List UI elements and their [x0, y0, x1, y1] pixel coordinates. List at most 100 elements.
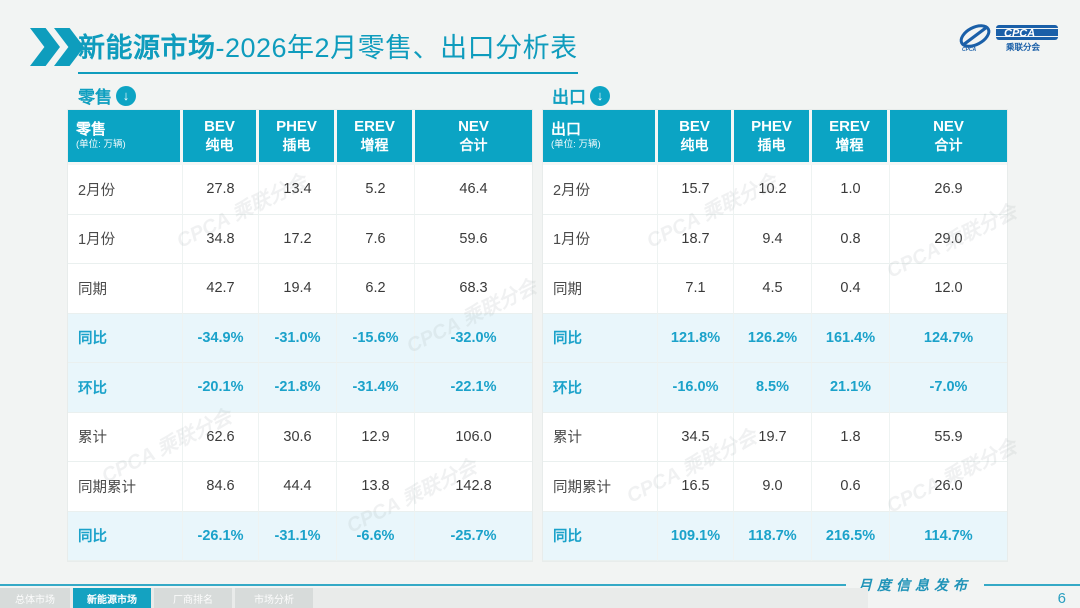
table-value: 1.0	[812, 165, 890, 215]
row-label: 同比	[543, 511, 658, 561]
table-value: -16.0%	[658, 363, 734, 413]
table-value: 114.7%	[890, 511, 1007, 561]
table-value: 34.5	[658, 412, 734, 462]
table-value: 19.4	[259, 264, 337, 314]
table-value: -15.6%	[337, 313, 415, 363]
table-value: 55.9	[890, 412, 1007, 462]
table-value: 59.6	[415, 214, 532, 264]
table-value: 10.2	[734, 165, 812, 215]
export-section-text: 出口	[552, 88, 586, 107]
table-value: 15.7	[658, 165, 734, 215]
table-value: 42.7	[183, 264, 259, 314]
publication-label: 月度信息发布	[846, 575, 984, 595]
table-value: 216.5%	[812, 511, 890, 561]
unit-label: (单位: 万辆)	[551, 139, 601, 151]
table-value: -31.1%	[259, 511, 337, 561]
table-value: 19.7	[734, 412, 812, 462]
table-value: -6.6%	[337, 511, 415, 561]
table-value: -22.1%	[415, 363, 532, 413]
column-header-phev: PHEV 插电	[259, 110, 337, 165]
row-label: 2月份	[68, 165, 183, 215]
table-value: 5.2	[337, 165, 415, 215]
table-corner-header: 零售 (单位: 万辆)	[68, 110, 183, 165]
table-value: -31.4%	[337, 363, 415, 413]
bottom-tab-2[interactable]: 新能源市场	[73, 588, 151, 608]
row-label: 累计	[68, 412, 183, 462]
row-label: 环比	[543, 363, 658, 413]
table-value: 21.1%	[812, 363, 890, 413]
bottom-tab-1[interactable]: 总体市场	[0, 588, 70, 608]
row-label: 同期	[68, 264, 183, 314]
table-value: 84.6	[183, 462, 259, 512]
table-value: 13.4	[259, 165, 337, 215]
table-value: 17.2	[259, 214, 337, 264]
table-value: 9.0	[734, 462, 812, 512]
corner-label: 零售	[76, 120, 107, 138]
unit-label: (单位: 万辆)	[76, 139, 126, 151]
column-header-bev: BEV 纯电	[183, 110, 259, 165]
table-corner-header: 出口 (单位: 万辆)	[543, 110, 658, 165]
row-label: 1月份	[543, 214, 658, 264]
down-arrow-icon: ↓	[590, 85, 610, 106]
svg-text:CPCA: CPCA	[1004, 28, 1035, 40]
row-label: 同比	[68, 313, 183, 363]
table-value: 161.4%	[812, 313, 890, 363]
table-value: -32.0%	[415, 313, 532, 363]
row-label: 1月份	[68, 214, 183, 264]
row-label: 同比	[543, 313, 658, 363]
table-value: 46.4	[415, 165, 532, 215]
table-value: 9.4	[734, 214, 812, 264]
table-value: 4.5	[734, 264, 812, 314]
row-label: 同比	[68, 511, 183, 561]
row-label: 同期	[543, 264, 658, 314]
table-value: 16.5	[658, 462, 734, 512]
column-header-nev: NEV 合计	[415, 110, 532, 165]
retail-table: 零售 (单位: 万辆) BEV 纯电 PHEV 插电 EREV 增程 NEV 合计 2月份 27.8 1…	[68, 110, 532, 561]
table-value: 142.8	[415, 462, 532, 512]
page-title-rest: -2026年2月零售、出口分析表	[215, 33, 578, 63]
table-value: 62.6	[183, 412, 259, 462]
table-value: -31.0%	[259, 313, 337, 363]
retail-section-label: 零售 ↓	[78, 83, 136, 108]
cpca-logo: CPCA CPCA 乘联分会	[954, 18, 1062, 62]
column-header-erev: EREV 增程	[812, 110, 890, 165]
table-value: 109.1%	[658, 511, 734, 561]
column-header-phev: PHEV 插电	[734, 110, 812, 165]
table-value: 13.8	[337, 462, 415, 512]
table-value: 27.8	[183, 165, 259, 215]
table-value: 0.8	[812, 214, 890, 264]
row-label: 2月份	[543, 165, 658, 215]
table-value: 12.0	[890, 264, 1007, 314]
cpca-logo-graphic: CPCA CPCA 乘联分会	[959, 24, 1058, 53]
row-label: 同期累计	[68, 462, 183, 512]
row-label: 累计	[543, 412, 658, 462]
table-value: 121.8%	[658, 313, 734, 363]
double-chevron-icon	[30, 28, 84, 66]
table-value: 68.3	[415, 264, 532, 314]
row-label: 环比	[68, 363, 183, 413]
export-section-label: 出口 ↓	[552, 83, 610, 108]
table-value: 30.6	[259, 412, 337, 462]
table-value: 6.2	[337, 264, 415, 314]
page-title-bold: 新能源市场	[78, 33, 216, 63]
retail-section-text: 零售	[78, 88, 112, 107]
table-value: -26.1%	[183, 511, 259, 561]
bottom-tab-strip: 总体市场 新能源市场 厂商排名 市场分析	[0, 588, 868, 608]
page-number: 6	[1057, 590, 1066, 607]
table-value: 118.7%	[734, 511, 812, 561]
table-value: 29.0	[890, 214, 1007, 264]
table-value: 34.8	[183, 214, 259, 264]
table-value: 1.8	[812, 412, 890, 462]
svg-text:乘联分会: 乘联分会	[1005, 42, 1041, 52]
table-value: 44.4	[259, 462, 337, 512]
column-header-nev: NEV 合计	[890, 110, 1007, 165]
bottom-tab-3[interactable]: 厂商排名	[154, 588, 232, 608]
export-table: 出口 (单位: 万辆) BEV 纯电 PHEV 插电 EREV 增程 NEV 合计 2月份 15.7 1…	[543, 110, 1007, 561]
table-value: 12.9	[337, 412, 415, 462]
column-header-bev: BEV 纯电	[658, 110, 734, 165]
table-value: 7.1	[658, 264, 734, 314]
table-value: 18.7	[658, 214, 734, 264]
table-value: 124.7%	[890, 313, 1007, 363]
bottom-tab-4[interactable]: 市场分析	[235, 588, 313, 608]
